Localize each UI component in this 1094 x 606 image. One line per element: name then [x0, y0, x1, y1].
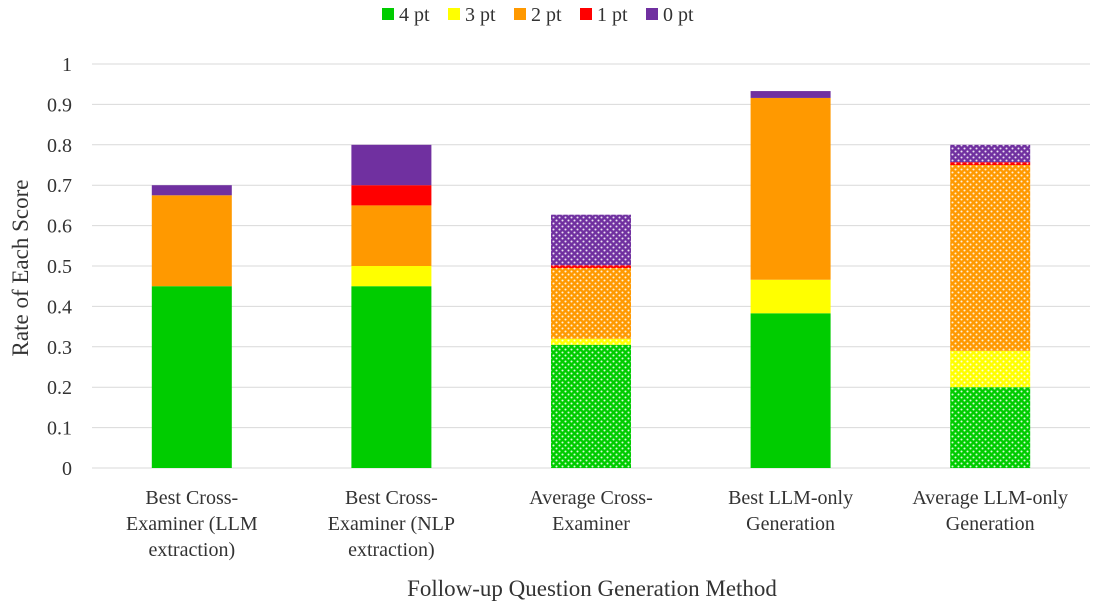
x-category-label-line: Examiner	[552, 513, 630, 535]
bar-segment-1-pt	[351, 185, 432, 206]
legend-swatch	[448, 8, 460, 20]
bar-segment-0-pt	[151, 185, 232, 196]
bar-segment-4-pt	[151, 286, 232, 468]
legend-label: 3 pt	[465, 4, 496, 26]
legend-label: 4 pt	[399, 4, 430, 26]
y-tick-label: 0.2	[47, 377, 72, 399]
bar-segment-pattern	[950, 387, 1031, 468]
y-tick-label: 0	[62, 458, 72, 480]
x-category-label: Average LLM-only Generation	[912, 487, 1068, 535]
x-category-label-line: Examiner (NLP	[328, 513, 455, 535]
y-tick-label: 0.7	[47, 175, 72, 197]
x-category-label: Average Cross- Examiner	[529, 487, 652, 535]
y-tick-label: 0.8	[47, 135, 72, 157]
bar-segment-4-pt	[750, 313, 831, 468]
x-axis-title: Follow-up Question Generation Method	[407, 576, 777, 601]
bar-segment-0-pt	[351, 144, 432, 186]
y-tick-label: 0.6	[47, 216, 72, 238]
legend-swatch	[646, 8, 658, 20]
y-axis-ticks: 0 0.1 0.2 0.3 0.4 0.5 0.6 0.7 0.8 0.9 1	[47, 54, 72, 480]
legend-label: 0 pt	[663, 4, 694, 26]
bar-segment-2-pt	[351, 205, 432, 266]
x-category-label-line: Average Cross-	[529, 487, 652, 509]
legend-label: 1 pt	[597, 4, 628, 26]
x-category-label-line: Best Cross-	[145, 487, 238, 509]
x-category-label-line: extraction)	[148, 539, 235, 561]
x-category-label: Best Cross- Examiner (NLP extraction)	[328, 487, 455, 561]
legend-label: 2 pt	[531, 4, 562, 26]
x-category-label-line: Examiner (LLM	[126, 513, 258, 535]
y-tick-label: 0.9	[47, 94, 72, 116]
y-tick-label: 0.1	[47, 418, 72, 440]
y-tick-label: 0.5	[47, 256, 72, 278]
bar-segment-3-pt	[351, 266, 432, 287]
y-axis-title: Rate of Each Score	[8, 180, 33, 357]
bar-segment-pattern	[551, 338, 631, 345]
bar-segment-pattern	[551, 344, 631, 468]
x-category-label-line: Generation	[946, 513, 1035, 535]
bar-segment-2-pt	[750, 97, 831, 280]
x-category-label-line: Best LLM-only	[728, 487, 853, 509]
bar-segment-2-pt	[151, 195, 232, 287]
chart-legend: 4 pt 3 pt 2 pt 1 pt 0 pt	[382, 4, 694, 26]
legend-swatch	[580, 8, 592, 20]
y-tick-label: 0.4	[47, 296, 72, 318]
x-category-label-line: Best Cross-	[345, 487, 438, 509]
bar-segment-pattern	[950, 144, 1031, 163]
bar-segment-pattern	[950, 162, 1031, 165]
x-category-label-line: Generation	[746, 513, 835, 535]
bar-segment-pattern	[551, 268, 631, 339]
x-category-label-line: extraction)	[348, 539, 435, 561]
x-category-label-line: Average LLM-only	[912, 487, 1068, 509]
x-category-label: Best LLM-only Generation	[728, 487, 853, 535]
bar-segment-pattern	[551, 265, 631, 269]
bar-segment-pattern	[950, 350, 1031, 388]
legend-swatch	[382, 8, 394, 20]
x-axis-categories: Best Cross-Examiner (LLM extraction)Best …	[126, 487, 1068, 561]
bars	[151, 91, 1031, 468]
bar-segment-3-pt	[750, 279, 831, 314]
legend-swatch	[514, 8, 526, 20]
x-category-label: Best Cross- Examiner (LLM extraction)	[126, 487, 258, 561]
bar-segment-pattern	[551, 214, 631, 266]
bar-segment-0-pt	[750, 91, 831, 98]
y-tick-label: 0.3	[47, 337, 72, 359]
bar-segment-4-pt	[351, 286, 432, 468]
bar-segment-pattern	[950, 165, 1031, 351]
y-tick-label: 1	[62, 54, 72, 76]
